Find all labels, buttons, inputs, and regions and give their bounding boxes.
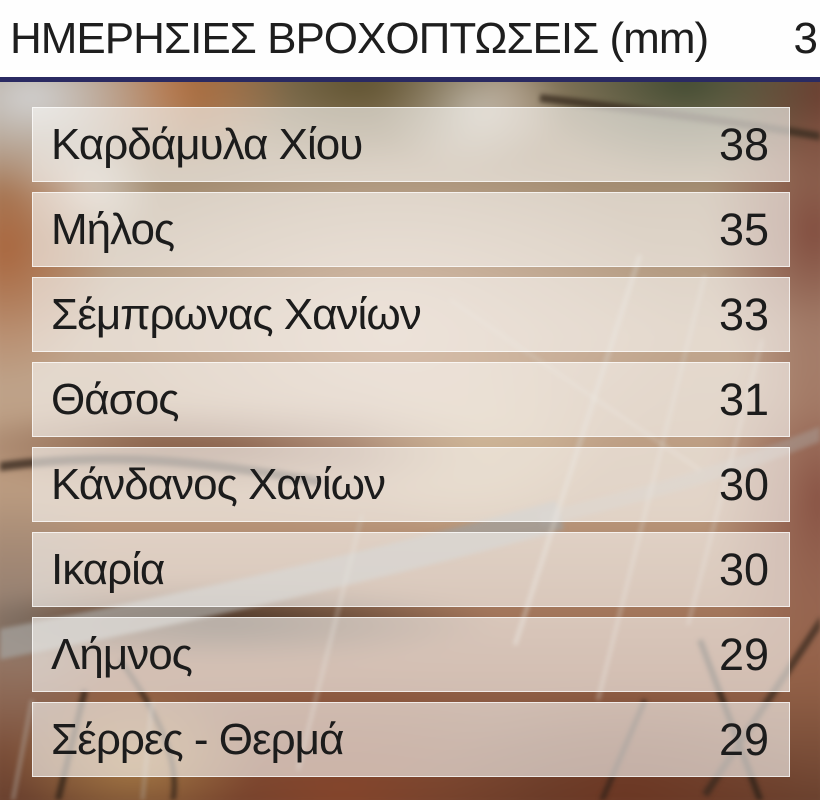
table-row: Καρδάμυλα Χίου 38 (32, 107, 790, 182)
station-name: Σέρρες - Θερμά (51, 714, 344, 764)
header-divider (0, 77, 820, 82)
rainfall-value: 29 (718, 628, 769, 680)
rainfall-value: 31 (718, 373, 769, 425)
rainfall-value: 35 (718, 203, 769, 255)
table-row: Μήλος 35 (32, 192, 790, 267)
rainfall-value: 38 (718, 118, 769, 170)
station-name: Σέμπρωνας Χανίων (51, 289, 422, 339)
rainfall-value: 33 (718, 288, 769, 340)
station-name: Ικαρία (51, 544, 165, 594)
title-bar: ΗΜΕΡΗΣΙΕΣ ΒΡΟΧΟΠΤΩΣΕΙΣ (mm) 3 (0, 0, 820, 77)
table-row: Ικαρία 30 (32, 532, 790, 607)
station-name: Καρδάμυλα Χίου (51, 119, 363, 169)
table-row: Σέμπρωνας Χανίων 33 (32, 277, 790, 352)
table-row: Κάνδανος Χανίων 30 (32, 447, 790, 522)
rainfall-value: 30 (718, 458, 769, 510)
table-row: Λήμνος 29 (32, 617, 790, 692)
rainfall-table: Καρδάμυλα Χίου 38 Μήλος 35 Σέμπρωνας Χαν… (32, 107, 790, 787)
station-name: Λήμνος (51, 629, 193, 679)
clipped-right-value: 3 (793, 13, 818, 63)
station-name: Μήλος (51, 204, 175, 254)
table-row: Σέρρες - Θερμά 29 (32, 702, 790, 777)
page-title: ΗΜΕΡΗΣΙΕΣ ΒΡΟΧΟΠΤΩΣΕΙΣ (mm) (10, 13, 709, 63)
table-row: Θάσος 31 (32, 362, 790, 437)
rainfall-value: 30 (718, 543, 769, 595)
station-name: Κάνδανος Χανίων (51, 459, 386, 509)
station-name: Θάσος (51, 374, 179, 424)
rainfall-value: 29 (718, 713, 769, 765)
